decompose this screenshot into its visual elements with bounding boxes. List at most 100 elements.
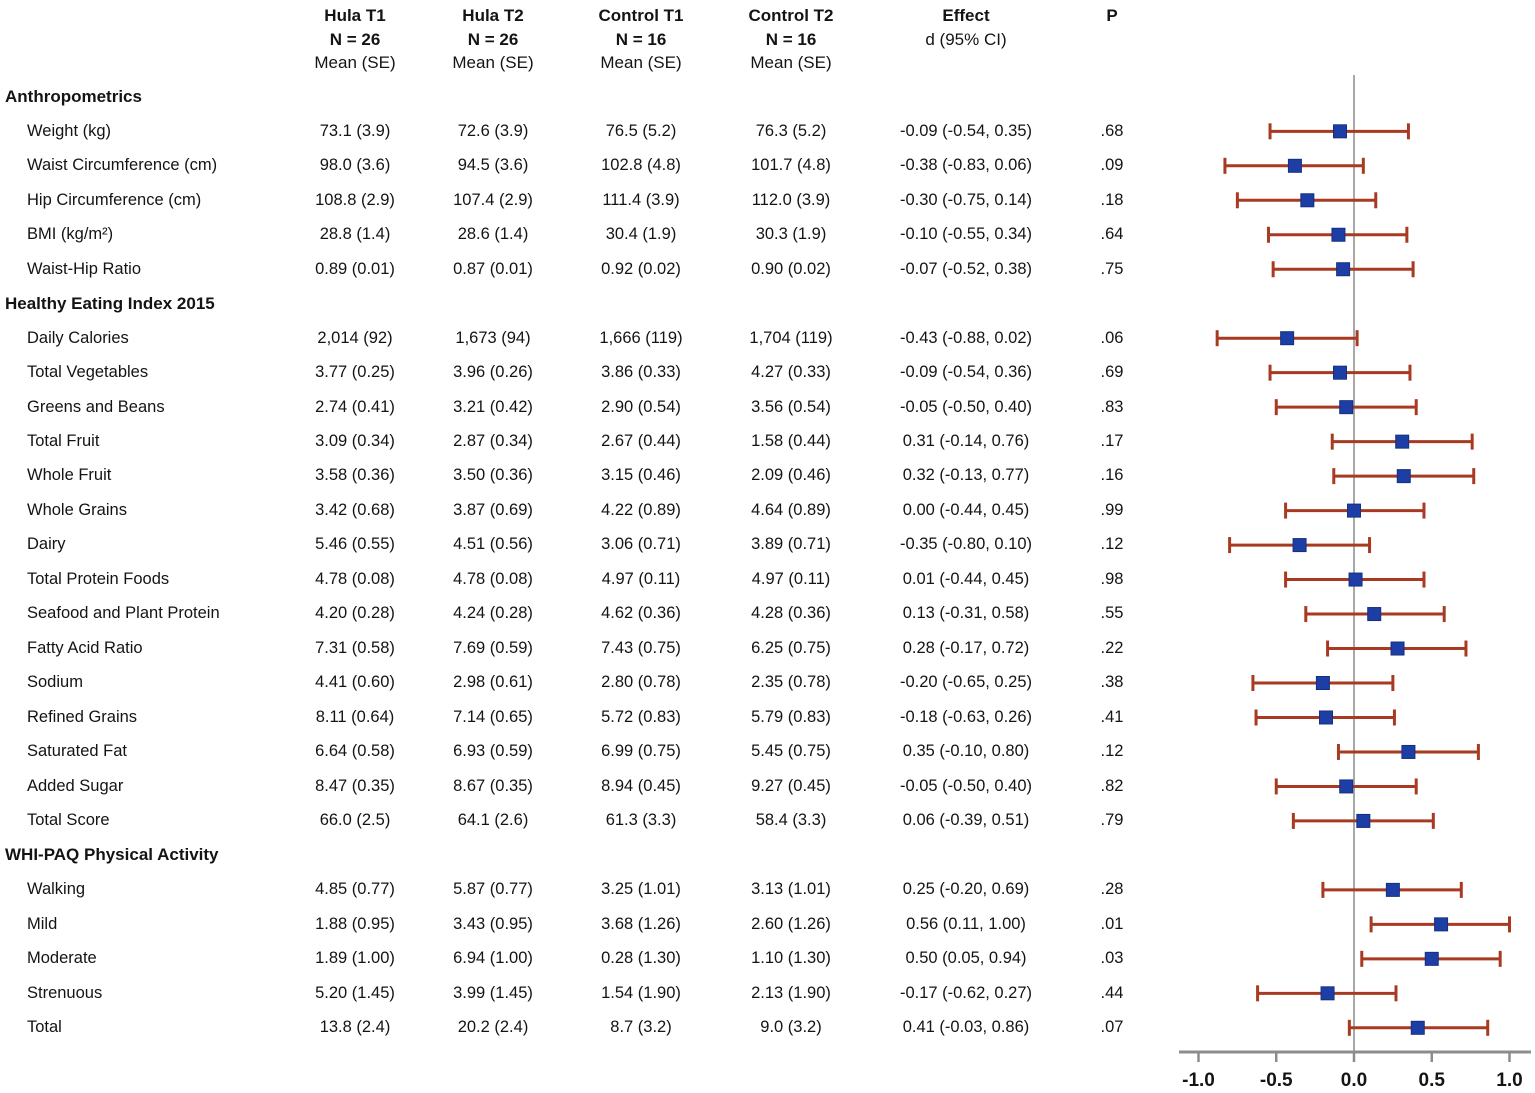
- cell-effect: -0.07 (-0.52, 0.38): [899, 259, 1033, 278]
- cell-effect: 0.06 (-0.39, 0.51): [902, 811, 1030, 830]
- table-row: Total Score 66.0 (2.5) 64.1 (2.6) 61.3 (3.3…: [0, 803, 1158, 837]
- cell-control-t2: 101.7 (4.8): [751, 156, 831, 175]
- cell-control-t2: 5.79 (0.83): [751, 707, 831, 726]
- row-label: Daily Calories: [27, 328, 129, 347]
- cell-hula-t2: 20.2 (2.4): [457, 1017, 529, 1036]
- cell-effect: -0.30 (-0.75, 0.14): [899, 190, 1033, 209]
- cell-effect: 0.50 (0.05, 0.94): [905, 949, 1027, 968]
- cell-hula-t2: 3.50 (0.36): [453, 466, 533, 485]
- cell-hula-t2: 4.78 (0.08): [453, 569, 533, 588]
- cell-control-t1: 61.3 (3.3): [605, 811, 677, 830]
- effect-marker: [1280, 331, 1295, 346]
- effect-marker: [1300, 193, 1315, 208]
- cell-effect: -0.43 (-0.88, 0.02): [899, 328, 1033, 347]
- cell-control-t2: 9.0 (3.2): [760, 1017, 822, 1036]
- cell-control-t1: 111.4 (3.9): [602, 190, 680, 209]
- table-header: Hula T1 N = 26 Mean (SE) Hula T2 N = 26 …: [0, 4, 1158, 75]
- cell-control-t2: 112.0 (3.9): [751, 190, 831, 209]
- column-header-hula-t2: Hula T2 N = 26 Mean (SE): [420, 4, 566, 75]
- table-row: Refined Grains 8.11 (0.64) 7.14 (0.65) 5.72…: [0, 700, 1158, 734]
- cell-hula-t1: 3.42 (0.68): [315, 500, 395, 519]
- cell-hula-t1: 4.20 (0.28): [315, 604, 395, 623]
- cell-p: .09: [1100, 156, 1124, 175]
- cell-hula-t2: 0.87 (0.01): [453, 259, 533, 278]
- cell-p: .28: [1100, 880, 1124, 899]
- x-axis-tick-label: 0.5: [1419, 1070, 1446, 1091]
- cell-control-t2: 2.35 (0.78): [751, 673, 831, 692]
- column-n: N = 16: [765, 29, 817, 49]
- section-row: WHI-PAQ Physical Activity: [0, 838, 1158, 872]
- cell-hula-t2: 4.51 (0.56): [453, 535, 533, 554]
- cell-hula-t2: 3.99 (1.45): [453, 983, 533, 1002]
- cell-control-t1: 3.15 (0.46): [601, 466, 681, 485]
- cell-hula-t2: 64.1 (2.6): [457, 811, 529, 830]
- cell-control-t2: 2.13 (1.90): [751, 983, 831, 1002]
- table-row: Mild 1.88 (0.95) 3.43 (0.95) 3.68 (1.26) 2.6…: [0, 907, 1158, 941]
- cell-control-t2: 4.27 (0.33): [751, 363, 831, 382]
- column-n: Effect: [942, 6, 990, 25]
- row-label: Refined Grains: [27, 707, 138, 726]
- cell-hula-t2: 7.69 (0.59): [453, 638, 533, 657]
- cell-effect: -0.20 (-0.65, 0.25): [899, 673, 1033, 692]
- cell-control-t1: 76.5 (5.2): [605, 121, 677, 140]
- cell-hula-t2: 3.96 (0.26): [453, 363, 533, 382]
- cell-hula-t1: 108.8 (2.9): [315, 190, 395, 209]
- row-label: Healthy Eating Index 2015: [5, 293, 215, 313]
- cell-control-t2: 30.3 (1.9): [755, 225, 827, 244]
- column-header-effect: Effect d (95% CI): [866, 4, 1066, 75]
- effect-marker: [1339, 400, 1354, 415]
- x-axis-tick-label: -1.0: [1182, 1070, 1215, 1091]
- effect-marker: [1396, 469, 1411, 484]
- cell-hula-t2: 4.24 (0.28): [453, 604, 533, 623]
- cell-control-t2: 3.89 (0.71): [751, 535, 831, 554]
- table-row: Weight (kg) 73.1 (3.9) 72.6 (3.9) 76.5 (5.2…: [0, 114, 1158, 148]
- cell-hula-t2: 107.4 (2.9): [453, 190, 533, 209]
- effect-marker: [1348, 572, 1363, 587]
- cell-control-t2: 5.45 (0.75): [751, 742, 831, 761]
- effect-marker: [1347, 503, 1361, 518]
- cell-effect: 0.25 (-0.20, 0.69): [902, 880, 1030, 899]
- cell-control-t2: 76.3 (5.2): [755, 121, 827, 140]
- cell-control-t1: 1,666 (119): [599, 328, 683, 347]
- cell-hula-t2: 6.94 (1.00): [453, 949, 533, 968]
- cell-control-t1: 0.28 (1.30): [601, 949, 681, 968]
- cell-control-t1: 2.90 (0.54): [601, 397, 681, 416]
- table-row: Total Protein Foods 4.78 (0.08) 4.78 (0.08…: [0, 562, 1158, 596]
- cell-hula-t1: 7.31 (0.58): [315, 638, 395, 657]
- effect-marker: [1333, 124, 1348, 139]
- effect-marker: [1287, 158, 1302, 173]
- effect-marker: [1331, 227, 1346, 242]
- cell-control-t1: 4.22 (0.89): [601, 500, 681, 519]
- x-axis-tick-label: 1.0: [1496, 1070, 1522, 1091]
- cell-effect: 0.31 (-0.14, 0.76): [902, 432, 1030, 451]
- column-n: N = 16: [615, 29, 667, 49]
- cell-effect: -0.09 (-0.54, 0.36): [899, 363, 1033, 382]
- column-stat: d (95% CI): [925, 29, 1007, 49]
- row-label: Hip Circumference (cm): [27, 190, 202, 209]
- cell-hula-t1: 3.09 (0.34): [315, 432, 395, 451]
- table-row: Total Vegetables 3.77 (0.25) 3.96 (0.26) 3.…: [0, 355, 1158, 389]
- effect-marker: [1410, 1020, 1425, 1035]
- cell-hula-t2: 5.87 (0.77): [453, 880, 533, 899]
- cell-hula-t1: 2,014 (92): [317, 328, 393, 347]
- cell-hula-t1: 2.74 (0.41): [315, 397, 395, 416]
- cell-hula-t1: 5.20 (1.45): [315, 983, 395, 1002]
- x-axis-tick-label: -0.5: [1260, 1070, 1293, 1091]
- cell-hula-t1: 3.77 (0.25): [315, 363, 395, 382]
- row-label: Seafood and Plant Protein: [27, 604, 220, 623]
- row-label: BMI (kg/m²): [27, 225, 114, 244]
- cell-hula-t2: 28.6 (1.4): [457, 225, 529, 244]
- column-header-hula-t1: Hula T1 N = 26 Mean (SE): [290, 4, 420, 75]
- column-header-control-t2: Control T2 N = 16 Mean (SE): [716, 4, 866, 75]
- column-header-control-t1: Control T1 N = 16 Mean (SE): [566, 4, 716, 75]
- cell-hula-t1: 4.78 (0.08): [315, 569, 395, 588]
- cell-control-t1: 7.43 (0.75): [601, 638, 681, 657]
- table-row: Total Fruit 3.09 (0.34) 2.87 (0.34) 2.67 (0…: [0, 424, 1158, 458]
- column-stat: Mean (SE): [600, 53, 682, 72]
- row-label: Walking: [27, 880, 86, 899]
- cell-effect: -0.05 (-0.50, 0.40): [899, 776, 1033, 795]
- column-n: N = 26: [467, 29, 519, 49]
- cell-control-t1: 8.7 (3.2): [610, 1017, 672, 1036]
- row-label: WHI-PAQ Physical Activity: [5, 845, 219, 865]
- table-row: Hip Circumference (cm) 108.8 (2.9) 107.4 (…: [0, 183, 1158, 217]
